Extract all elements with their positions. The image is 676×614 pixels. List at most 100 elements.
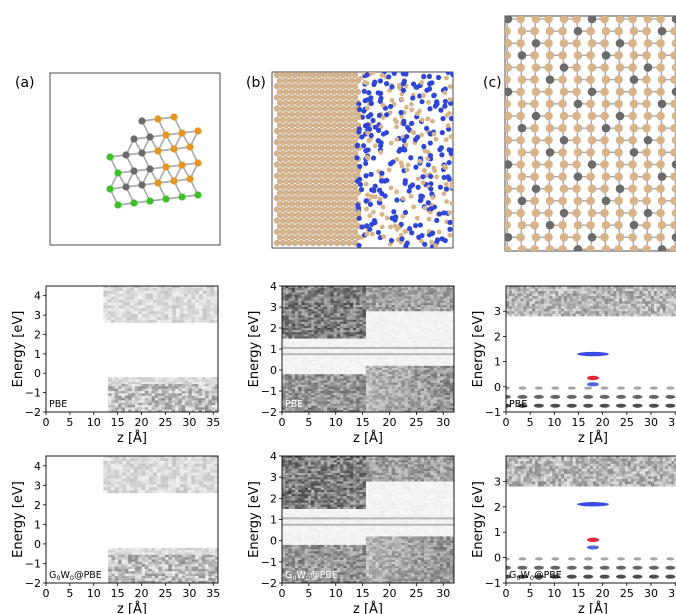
structure-a xyxy=(49,72,221,246)
x-axis-label: z [Å] xyxy=(117,430,147,446)
y-tick-label: 2 xyxy=(494,330,501,343)
y-axis-label: Energy [eV] xyxy=(471,481,486,558)
atom xyxy=(186,143,194,151)
x-axis-label: z [Å] xyxy=(578,601,608,614)
y-tick-label: −1 xyxy=(485,406,501,419)
y-tick-label: −2 xyxy=(261,577,277,590)
y-tick-label: 3 xyxy=(494,305,501,318)
y-tick-label: 0 xyxy=(34,538,41,551)
y-tick-label: 4 xyxy=(34,460,41,473)
atom xyxy=(106,185,114,193)
plot-b-PBE: 0 5 10 15 20 25 30 −2 −1 0 1 2 3 4 z [Å] Energy [eV] PBE xyxy=(247,280,455,446)
panel-label-c: (c) xyxy=(483,75,502,91)
y-tick-label: 3 xyxy=(34,309,41,322)
y-tick-label: 0 xyxy=(34,367,41,380)
x-tick-label: 0 xyxy=(503,587,510,600)
x-tick-label: 5 xyxy=(527,587,534,600)
y-tick-label: 2 xyxy=(270,492,277,505)
y-tick-label: −1 xyxy=(261,385,277,398)
atom xyxy=(146,165,154,173)
atom xyxy=(194,159,202,167)
atom xyxy=(138,149,146,157)
x-tick-label: 10 xyxy=(329,587,343,600)
x-tick-label: 10 xyxy=(547,587,561,600)
structure-c xyxy=(504,15,676,252)
plot-a-GW: 0 5 10 15 20 25 30 35 −2 −1 0 1 2 3 4 z [Å] Energy [eV] G… xyxy=(11,455,220,614)
x-tick-label: 20 xyxy=(135,587,149,600)
y-tick-label: 4 xyxy=(34,290,41,303)
y-tick-label: 2 xyxy=(494,501,501,514)
plot-a-PBE: 0 5 10 15 20 25 30 35 −2 −1 0 1 2 3 4 z [Å] Energy [eV] P… xyxy=(11,285,220,446)
x-tick-label: 5 xyxy=(527,416,534,429)
y-tick-label: 2 xyxy=(34,328,41,341)
x-tick-label: 30 xyxy=(436,587,450,600)
method-label: PBE xyxy=(285,399,303,410)
y-tick-label: 3 xyxy=(494,475,501,488)
method-label: G0W0@PBE xyxy=(509,570,562,582)
x-tick-label: 30 xyxy=(644,416,658,429)
x-tick-label: 10 xyxy=(87,416,101,429)
y-axis-label: Energy [eV] xyxy=(11,481,26,558)
x-tick-label: 10 xyxy=(87,587,101,600)
y-axis-label: Energy [eV] xyxy=(247,311,262,388)
structure-b xyxy=(271,71,454,249)
atom xyxy=(130,135,138,143)
atom xyxy=(154,147,162,155)
atom xyxy=(138,117,146,125)
x-tick-label: 20 xyxy=(383,587,397,600)
x-tick-label: 25 xyxy=(158,416,172,429)
x-tick-label: 30 xyxy=(182,587,196,600)
y-tick-label: 3 xyxy=(270,301,277,314)
y-tick-label: 1 xyxy=(270,343,277,356)
atom xyxy=(154,115,162,123)
atom xyxy=(186,175,194,183)
atom xyxy=(170,145,178,153)
atom xyxy=(194,127,202,135)
x-tick-label: 0 xyxy=(43,587,50,600)
panel-label-a: (a) xyxy=(15,75,35,91)
method-label: G0W0@PBE xyxy=(49,570,102,582)
y-tick-label: −2 xyxy=(261,406,277,419)
atom xyxy=(178,161,186,169)
x-axis-label: z [Å] xyxy=(353,601,383,614)
atom xyxy=(194,191,202,199)
x-tick-label: 5 xyxy=(66,587,73,600)
x-tick-label: 15 xyxy=(572,587,586,600)
panel-label-b: (b) xyxy=(246,75,266,91)
x-tick-label: 15 xyxy=(111,587,125,600)
y-tick-label: 2 xyxy=(270,322,277,335)
x-tick-label: 15 xyxy=(356,416,370,429)
atom xyxy=(162,163,170,171)
y-tick-label: 0 xyxy=(494,381,501,394)
y-tick-label: 3 xyxy=(34,479,41,492)
method-label: PBE xyxy=(509,399,527,410)
x-tick-label: 20 xyxy=(383,416,397,429)
atom xyxy=(162,131,170,139)
method-label: PBE xyxy=(49,399,67,410)
atom xyxy=(162,195,170,203)
y-tick-label: 1 xyxy=(34,348,41,361)
x-tick-label: 25 xyxy=(409,416,423,429)
x-tick-label: 20 xyxy=(596,416,610,429)
x-axis-label: z [Å] xyxy=(353,430,383,446)
atom xyxy=(154,179,162,187)
y-tick-label: −1 xyxy=(25,557,41,570)
x-tick-label: 25 xyxy=(158,587,172,600)
y-tick-label: 1 xyxy=(34,518,41,531)
x-tick-label: 0 xyxy=(279,416,286,429)
x-axis-label: z [Å] xyxy=(578,430,608,446)
y-tick-label: 4 xyxy=(270,280,277,293)
y-tick-label: 4 xyxy=(270,450,277,463)
y-tick-label: 1 xyxy=(494,356,501,369)
atom xyxy=(122,183,130,191)
x-tick-label: 15 xyxy=(572,416,586,429)
atom xyxy=(130,167,138,175)
x-tick-label: 5 xyxy=(66,416,73,429)
atom xyxy=(178,129,186,137)
x-tick-label: 0 xyxy=(279,587,286,600)
atom xyxy=(178,193,186,201)
atom xyxy=(114,201,122,209)
